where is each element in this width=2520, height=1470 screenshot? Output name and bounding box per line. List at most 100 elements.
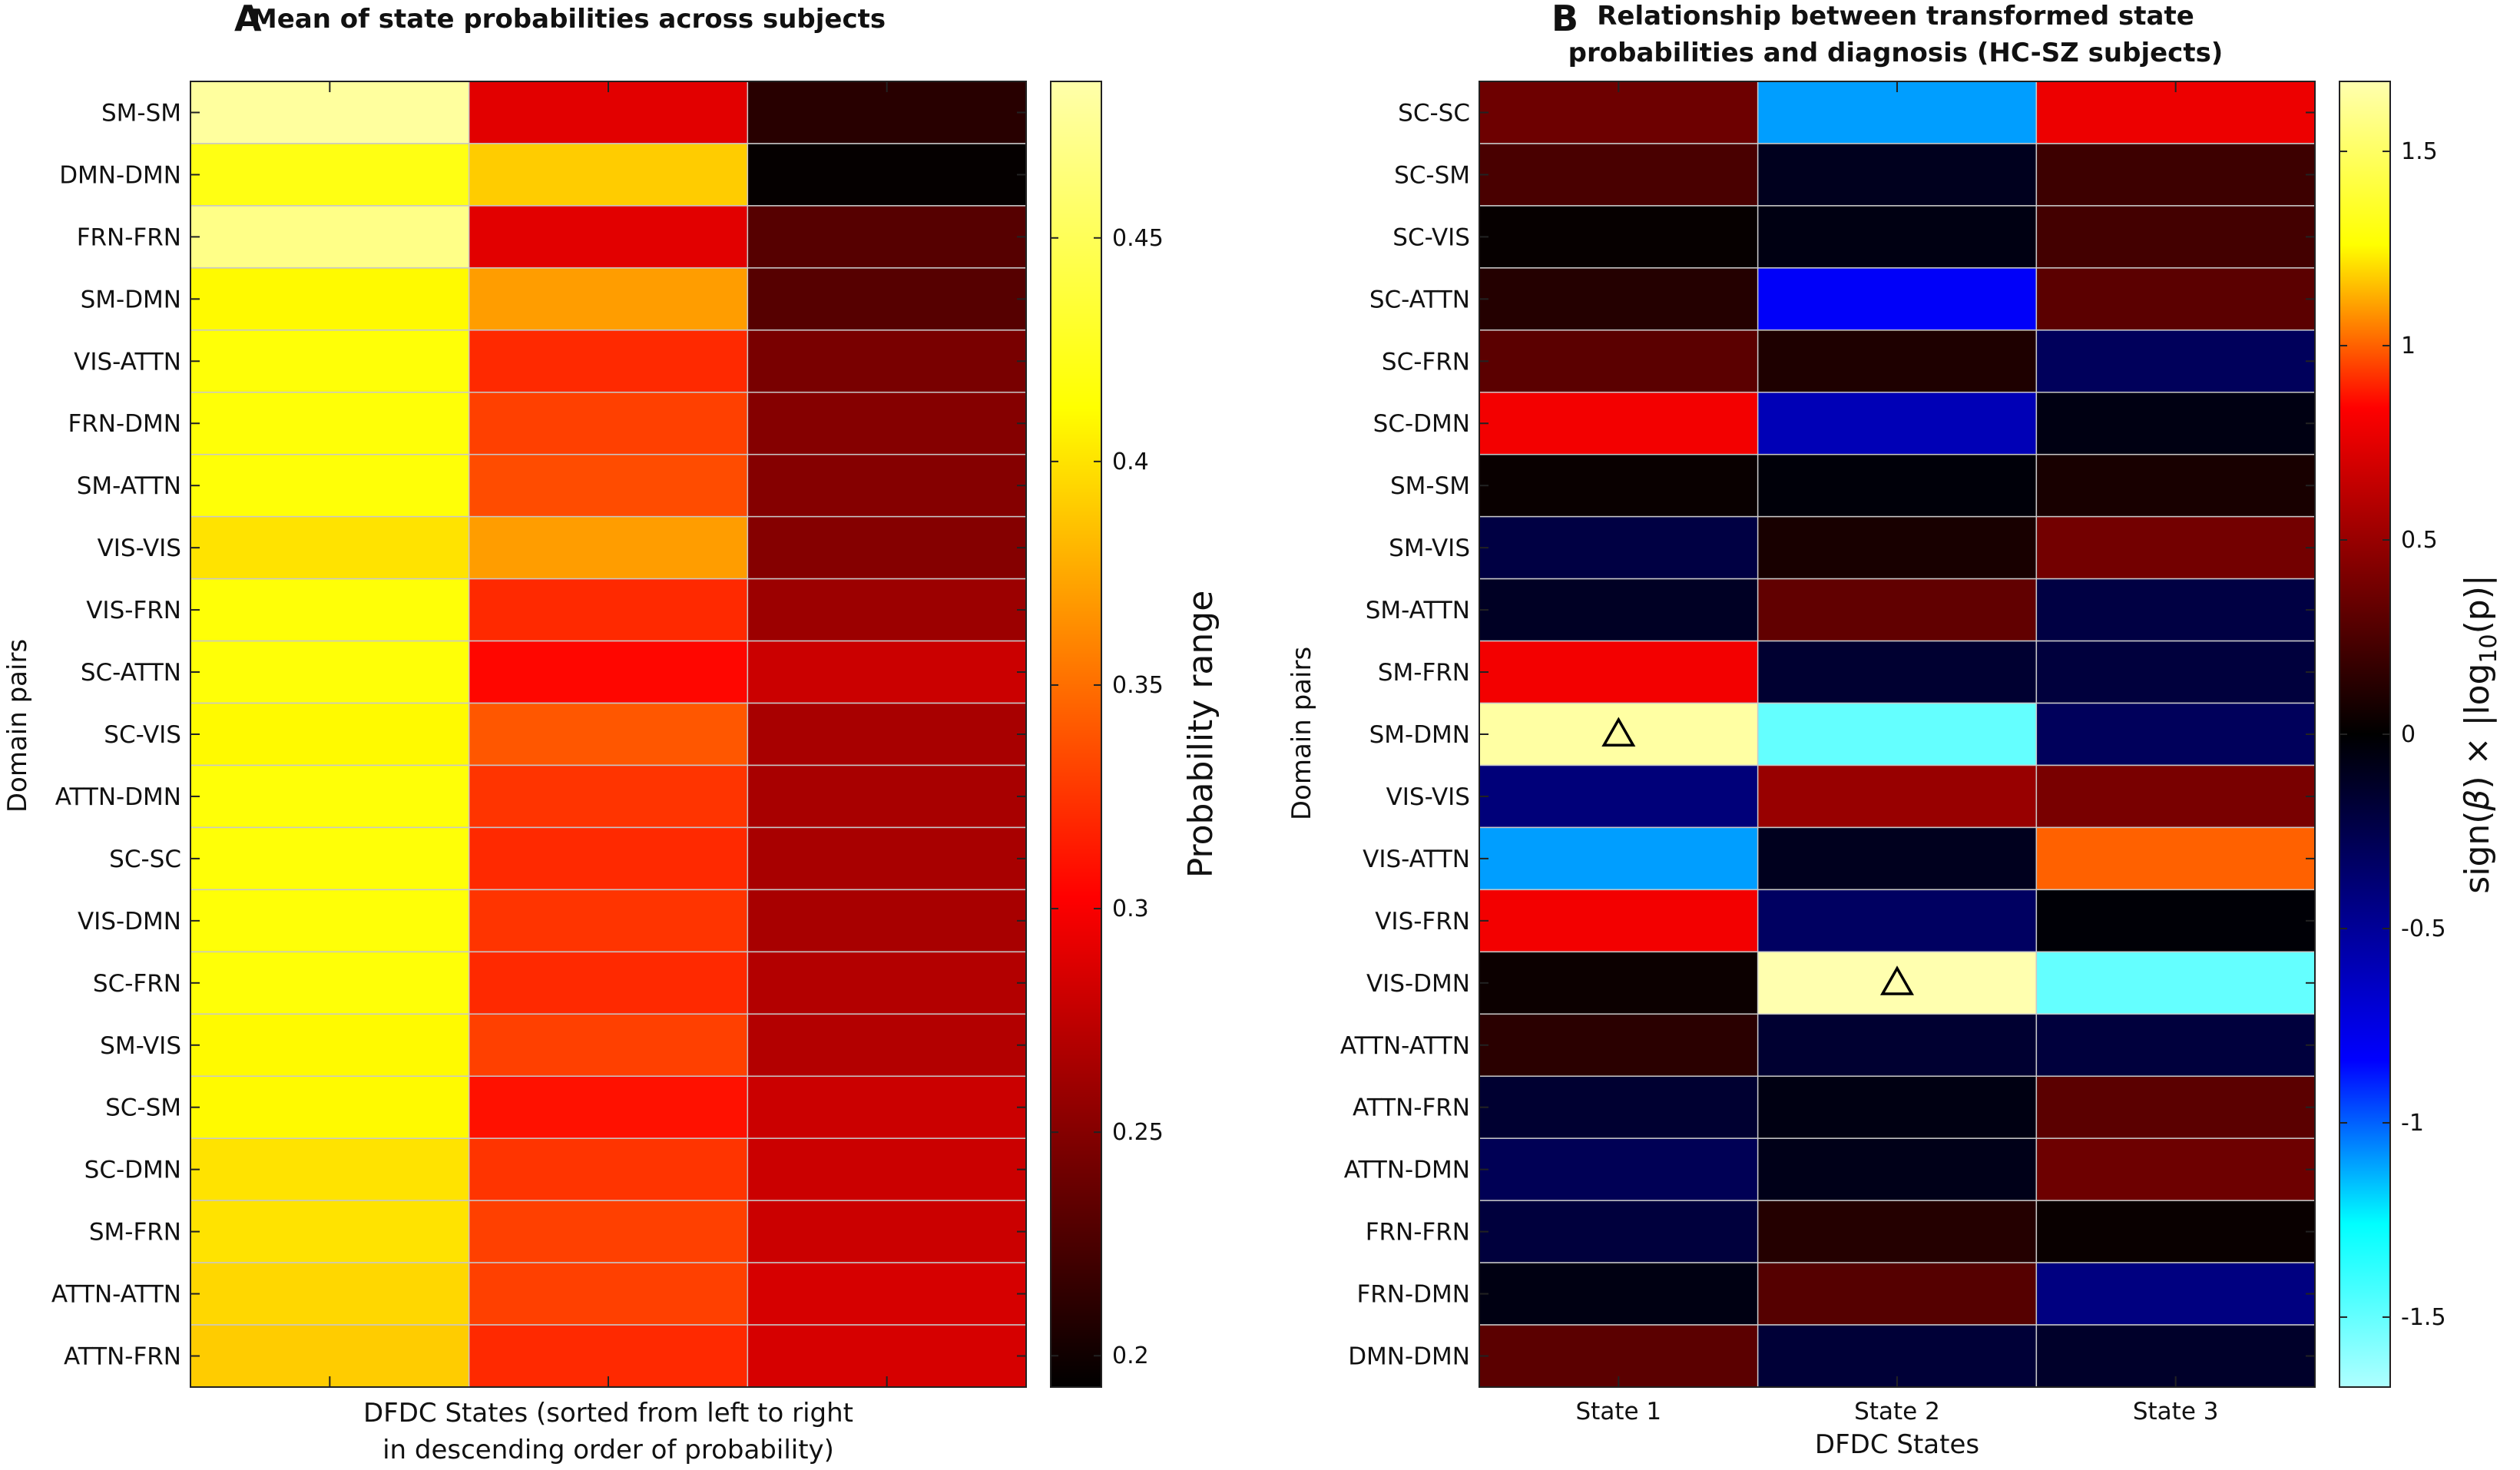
panel-a-x-axis-label-line-1: DFDC States (sorted from left to right xyxy=(363,1398,853,1429)
heatmap-cell xyxy=(747,205,1027,269)
heatmap-cell xyxy=(2035,143,2316,207)
heatmap-cell xyxy=(1757,515,2038,580)
heatmap-cell xyxy=(190,578,470,642)
row-label: FRN-FRN xyxy=(77,223,181,251)
panel-a-letter: A xyxy=(234,0,262,39)
heatmap-cell xyxy=(747,1200,1027,1263)
row-label: SC-SM xyxy=(1394,161,1470,189)
heatmap-cell xyxy=(190,951,470,1015)
row-label: SM-DMN xyxy=(81,286,181,313)
colorbar-tick-label: 0.2 xyxy=(1112,1343,1149,1369)
colorbar-tick-label: 0.35 xyxy=(1112,672,1164,699)
panel-a-colorbar-ticks: 0.2 0.25 0.3 0.35 0.4 0.45 xyxy=(1051,225,1164,1369)
heatmap-cell xyxy=(190,1137,470,1201)
heatmap-cell xyxy=(190,764,470,829)
heatmap-cell xyxy=(2035,453,2316,518)
panel-a-tick-marks xyxy=(190,81,1026,1387)
row-label: SM-DMN xyxy=(1369,721,1470,749)
colorbar-label-part-5: (p)| xyxy=(2458,574,2497,634)
row-label: VIS-FRN xyxy=(86,597,181,624)
row-label: SM-FRN xyxy=(89,1219,181,1247)
heatmap-cell xyxy=(2035,640,2316,704)
row-label: FRN-DMN xyxy=(1356,1281,1470,1309)
panel-a-y-axis-label: Domain pairs xyxy=(2,639,33,813)
panel-b-plot-frame xyxy=(1479,81,2316,1388)
significance-triangle xyxy=(1879,965,1915,995)
heatmap-cell xyxy=(2035,205,2316,269)
heatmap-cell xyxy=(468,205,749,269)
heatmap-cell xyxy=(1757,951,2038,1015)
panel-a-colorbar xyxy=(1050,81,1102,1388)
heatmap-cell xyxy=(468,1137,749,1201)
panel-a-x-axis-label-line-2: in descending order of probability) xyxy=(382,1435,834,1465)
column-label: State 2 xyxy=(1854,1398,1940,1425)
heatmap-cell xyxy=(468,951,749,1015)
heatmap-cell xyxy=(468,764,749,829)
row-label: ATTN-FRN xyxy=(1353,1094,1470,1122)
panel-a-colorbar-label: Probability range xyxy=(1181,591,1220,879)
heatmap-cell xyxy=(747,1013,1027,1077)
heatmap-cell xyxy=(1757,1137,2038,1201)
colorbar-tick-label: -1.5 xyxy=(2401,1304,2446,1331)
heatmap-cell xyxy=(747,329,1027,393)
heatmap-cell xyxy=(468,392,749,455)
colorbar-tick-label: -0.5 xyxy=(2401,915,2446,942)
colorbar-tick-label: 0.4 xyxy=(1112,449,1149,475)
heatmap-cell xyxy=(1479,826,1759,891)
row-label: VIS-ATTN xyxy=(74,348,181,376)
colorbar-tick-label: 0.25 xyxy=(1112,1119,1164,1146)
panel-b-column-labels: State 1 State 2 State 3 xyxy=(1576,1398,2219,1425)
panel-b-colorbar-label: sign(β) × |log10(p)| xyxy=(2458,574,2502,893)
row-label: ATTN-FRN xyxy=(64,1343,181,1371)
row-label: FRN-FRN xyxy=(1366,1219,1470,1247)
heatmap-cell xyxy=(190,1262,470,1326)
heatmap-cell xyxy=(1757,453,2038,518)
heatmap-cell xyxy=(1757,1075,2038,1139)
heatmap-cell xyxy=(747,1262,1027,1326)
heatmap-cell xyxy=(747,826,1027,891)
heatmap-cell xyxy=(2035,889,2316,953)
heatmap-cell xyxy=(190,889,470,953)
heatmap-cell xyxy=(2035,515,2316,580)
heatmap-cell xyxy=(1757,143,2038,207)
heatmap-cell xyxy=(1479,1262,1759,1326)
heatmap-cell xyxy=(1757,392,2038,455)
row-label: SM-VIS xyxy=(100,1032,181,1060)
heatmap-cell xyxy=(747,392,1027,455)
colorbar-tick-label: 0 xyxy=(2401,721,2416,748)
heatmap-cell xyxy=(190,329,470,393)
heatmap-cell xyxy=(1757,764,2038,829)
heatmap-cell xyxy=(468,515,749,580)
panel-b-row-labels: SC-SC SC-SM SC-VIS SC-ATTN SC-FRN SC-DMN SM-SM… xyxy=(1340,99,1470,1370)
row-label: SC-ATTN xyxy=(81,659,181,687)
panel-b: B Relationship between transformed state… xyxy=(1286,0,2502,1460)
panel-a-heatmap-cells xyxy=(190,81,1027,1388)
heatmap-cell xyxy=(747,1075,1027,1139)
heatmap-cell xyxy=(468,1200,749,1263)
row-label: VIS-DMN xyxy=(78,908,181,935)
heatmap-cell xyxy=(1479,1075,1759,1139)
row-label: SM-ATTN xyxy=(1366,597,1470,624)
panel-b-title-line-2: probabilities and diagnosis (HC-SZ subje… xyxy=(1568,38,2224,68)
panel-b-significance-markers xyxy=(1601,717,1915,995)
row-label: SM-VIS xyxy=(1389,535,1470,562)
heatmap-cell xyxy=(1479,640,1759,704)
heatmap-cell xyxy=(1479,889,1759,953)
heatmap-cell xyxy=(1757,267,2038,331)
heatmap-cell xyxy=(190,453,470,518)
heatmap-cell xyxy=(468,889,749,953)
column-label: State 3 xyxy=(2133,1398,2219,1425)
heatmap-cell xyxy=(747,640,1027,704)
heatmap-cell xyxy=(1757,329,2038,393)
panel-b-tick-marks xyxy=(1479,81,2315,1387)
colorbar-tick-label: -1 xyxy=(2401,1110,2424,1137)
heatmap-cell xyxy=(468,640,749,704)
heatmap-cell xyxy=(1479,702,1759,766)
row-label: SM-SM xyxy=(1390,472,1470,500)
panel-a-plot-frame xyxy=(190,81,1027,1388)
row-label: SC-FRN xyxy=(93,970,181,998)
heatmap-cell xyxy=(2035,1075,2316,1139)
heatmap-cell xyxy=(2035,1137,2316,1201)
heatmap-cell xyxy=(1757,1200,2038,1263)
